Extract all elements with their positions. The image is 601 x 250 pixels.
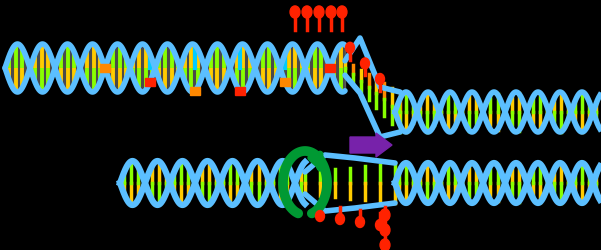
Ellipse shape bbox=[380, 209, 390, 221]
Ellipse shape bbox=[314, 6, 324, 18]
Ellipse shape bbox=[380, 224, 390, 236]
Ellipse shape bbox=[361, 58, 370, 69]
Ellipse shape bbox=[346, 42, 355, 53]
Bar bbox=[280, 78, 290, 86]
Ellipse shape bbox=[316, 210, 325, 222]
Ellipse shape bbox=[337, 6, 347, 18]
Bar bbox=[190, 87, 200, 95]
FancyArrow shape bbox=[350, 133, 392, 157]
Ellipse shape bbox=[335, 214, 344, 224]
Bar bbox=[100, 64, 110, 72]
Ellipse shape bbox=[376, 74, 385, 85]
Ellipse shape bbox=[326, 6, 336, 18]
Ellipse shape bbox=[290, 6, 300, 18]
Bar bbox=[145, 78, 155, 86]
Ellipse shape bbox=[376, 220, 385, 230]
Ellipse shape bbox=[356, 216, 364, 228]
Bar bbox=[235, 87, 245, 95]
Ellipse shape bbox=[302, 6, 312, 18]
Bar bbox=[325, 64, 335, 72]
Ellipse shape bbox=[380, 239, 390, 250]
